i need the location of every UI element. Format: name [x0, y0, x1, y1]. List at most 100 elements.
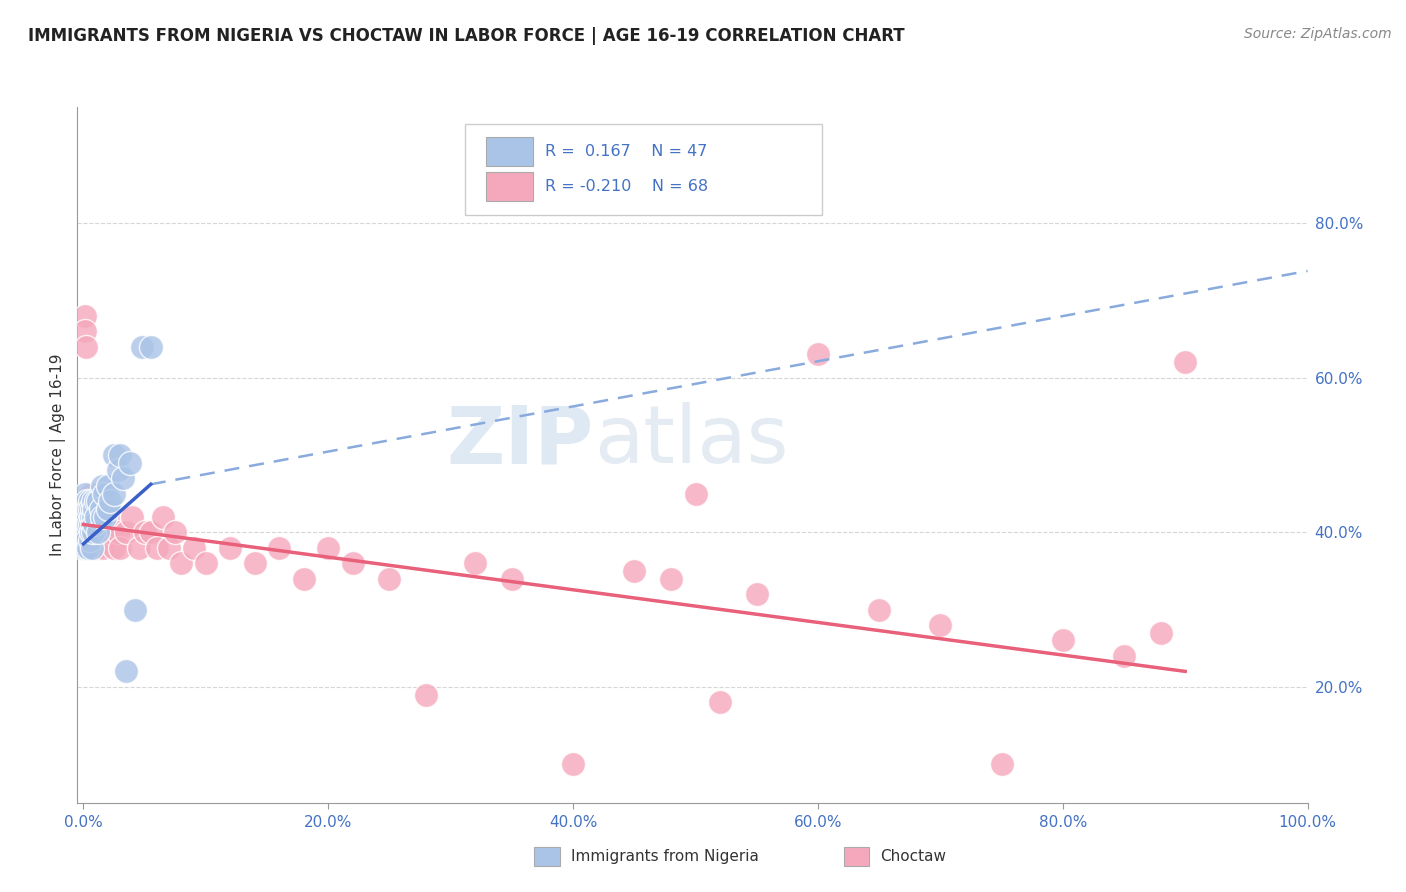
Point	[183, 541, 205, 555]
Point	[87, 494, 110, 508]
Point	[83, 525, 105, 540]
Point	[76, 533, 98, 547]
Text: atlas: atlas	[595, 402, 789, 480]
Point	[108, 448, 131, 462]
Point	[80, 541, 103, 555]
Point	[77, 541, 100, 555]
Point	[152, 509, 174, 524]
Point	[1112, 648, 1135, 663]
Point	[77, 541, 100, 555]
Point	[501, 572, 523, 586]
Point	[90, 509, 112, 524]
Point	[80, 502, 103, 516]
Point	[709, 695, 731, 709]
Point	[1052, 633, 1074, 648]
Point	[134, 525, 156, 540]
Point	[124, 602, 146, 616]
Point	[118, 456, 141, 470]
Point	[1150, 625, 1173, 640]
Point	[79, 541, 101, 555]
Point	[80, 494, 103, 508]
Point	[93, 486, 115, 500]
FancyBboxPatch shape	[486, 172, 533, 201]
Point	[79, 509, 101, 524]
Point	[73, 486, 96, 500]
Point	[111, 471, 134, 485]
Point	[87, 525, 110, 540]
Point	[115, 525, 138, 540]
Point	[73, 309, 96, 323]
Point	[194, 556, 217, 570]
Point	[100, 494, 122, 508]
Point	[82, 494, 104, 508]
Point	[79, 517, 101, 532]
Point	[121, 509, 143, 524]
Point	[128, 541, 150, 555]
Point	[623, 564, 645, 578]
Point	[72, 525, 94, 540]
Point	[91, 541, 114, 555]
Point	[72, 541, 94, 555]
Point	[75, 525, 97, 540]
Point	[87, 494, 110, 508]
Point	[378, 572, 401, 586]
Text: Choctaw: Choctaw	[880, 849, 946, 863]
Point	[292, 572, 315, 586]
Point	[75, 340, 97, 354]
Point	[80, 509, 103, 524]
Point	[685, 486, 707, 500]
Point	[75, 509, 97, 524]
Point	[316, 541, 339, 555]
Text: ZIP: ZIP	[447, 402, 595, 480]
Point	[139, 525, 162, 540]
Point	[659, 572, 682, 586]
Point	[73, 324, 96, 338]
Point	[464, 556, 486, 570]
Point	[90, 509, 112, 524]
Point	[77, 502, 100, 516]
Point	[80, 517, 103, 532]
Point	[103, 448, 125, 462]
Bar	[534, 847, 560, 866]
Point	[82, 533, 104, 547]
Point	[115, 665, 138, 679]
Point	[84, 541, 107, 555]
Text: IMMIGRANTS FROM NIGERIA VS CHOCTAW IN LABOR FORCE | AGE 16-19 CORRELATION CHART: IMMIGRANTS FROM NIGERIA VS CHOCTAW IN LA…	[28, 27, 904, 45]
Point	[562, 757, 585, 772]
Point	[107, 525, 129, 540]
Point	[807, 347, 830, 361]
Text: R = -0.210    N = 68: R = -0.210 N = 68	[546, 179, 709, 194]
Point	[146, 541, 169, 555]
Text: R =  0.167    N = 47: R = 0.167 N = 47	[546, 145, 707, 159]
Point	[77, 525, 100, 540]
Point	[929, 618, 952, 632]
Point	[94, 525, 117, 540]
Point	[80, 541, 103, 555]
Point	[73, 509, 96, 524]
Point	[90, 502, 112, 516]
Point	[342, 556, 364, 570]
Point	[80, 525, 103, 540]
Point	[82, 525, 104, 540]
Point	[94, 509, 117, 524]
FancyBboxPatch shape	[486, 137, 533, 166]
Point	[415, 688, 437, 702]
Point	[75, 541, 97, 555]
FancyBboxPatch shape	[465, 124, 821, 215]
Point	[157, 541, 180, 555]
Text: Immigrants from Nigeria: Immigrants from Nigeria	[571, 849, 759, 863]
Point	[80, 486, 103, 500]
Text: Source: ZipAtlas.com: Source: ZipAtlas.com	[1244, 27, 1392, 41]
Point	[745, 587, 768, 601]
Point	[1174, 355, 1197, 369]
Point	[82, 502, 104, 516]
Point	[76, 494, 98, 508]
Point	[83, 517, 105, 532]
Point	[76, 517, 98, 532]
Point	[82, 509, 104, 524]
Point	[77, 517, 100, 532]
Point	[990, 757, 1012, 772]
Point	[84, 509, 107, 524]
Point	[84, 509, 107, 524]
Point	[131, 340, 153, 354]
